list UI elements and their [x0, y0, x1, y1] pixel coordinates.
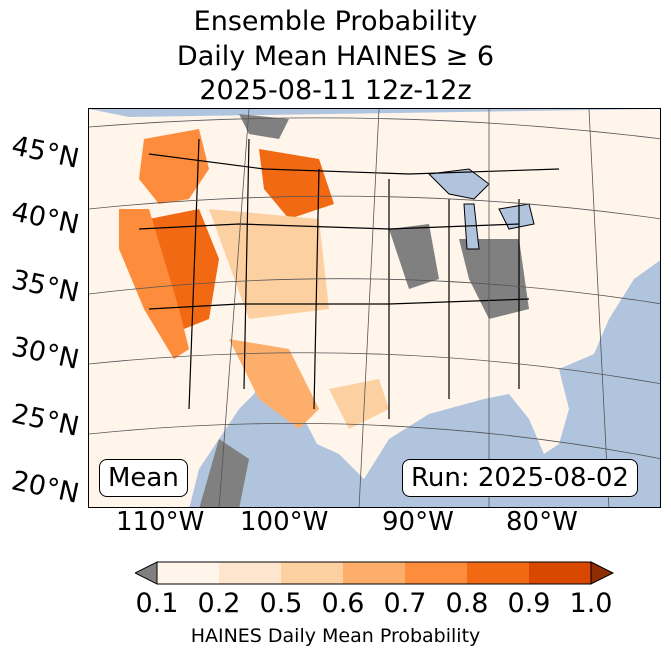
no-data-midwest: [389, 224, 439, 289]
high-prob-california: [119, 209, 189, 359]
lat-label-25: 25°N: [8, 398, 82, 443]
high-prob-texas: [329, 379, 389, 429]
lat-label-30: 30°N: [8, 331, 82, 376]
cbar-under-extension: [135, 561, 158, 585]
run-date-label: Run: 2025-08-02: [402, 459, 638, 497]
cbar-segment-4: [405, 562, 467, 584]
no-data-mexico: [199, 439, 249, 507]
cbar-segment-5: [467, 562, 529, 584]
title-line-3: 2025-08-11 12z-12z: [199, 75, 472, 106]
cbar-tick-6: 0.9: [507, 588, 551, 619]
title-line-1: Ensemble Probability: [193, 6, 478, 37]
state-borders: [138, 138, 560, 419]
cbar-segment-2: [281, 562, 343, 584]
cbar-tick-3: 0.6: [321, 588, 365, 619]
high-prob-northwest: [139, 129, 209, 204]
lon-label-80: 80°W: [506, 507, 578, 537]
colorbar-label: HAINES Daily Mean Probability: [190, 625, 481, 647]
high-prob-montana: [259, 149, 334, 219]
cbar-tick-0: 0.1: [135, 588, 179, 619]
lon-label-110: 110°W: [116, 507, 205, 537]
cbar-segment-6: [529, 562, 591, 584]
mid-prob-rockies: [209, 209, 329, 319]
cbar-tick-2: 0.5: [259, 588, 303, 619]
colorbar: [135, 561, 615, 585]
title-line-2: Daily Mean HAINES ≥ 6: [176, 41, 495, 72]
graticule: [89, 109, 660, 507]
lat-label-20: 20°N: [8, 465, 82, 510]
cbar-segment-0: [157, 562, 219, 584]
no-data-canada: [239, 114, 289, 139]
lat-label-40: 40°N: [8, 196, 82, 241]
lat-label-35: 35°N: [8, 264, 82, 309]
cbar-segment-1: [219, 562, 281, 584]
cbar-tick-1: 0.2: [197, 588, 241, 619]
map-canvas: [89, 109, 660, 507]
probability-map: Mean Run: 2025-08-02: [88, 108, 661, 508]
lon-label-90: 90°W: [382, 507, 454, 537]
cbar-tick-7: 1.0: [569, 588, 613, 619]
high-prob-southwest: [229, 339, 319, 429]
cbar-tick-5: 0.8: [445, 588, 489, 619]
cbar-tick-4: 0.7: [383, 588, 427, 619]
lat-label-45: 45°N: [8, 130, 82, 175]
cbar-frame: [156, 561, 592, 585]
lon-label-100: 100°W: [240, 507, 329, 537]
cbar-segment-3: [343, 562, 405, 584]
cbar-over-extension: [590, 561, 615, 585]
no-data-ohio-valley: [459, 239, 529, 319]
mean-label: Mean: [99, 459, 188, 497]
